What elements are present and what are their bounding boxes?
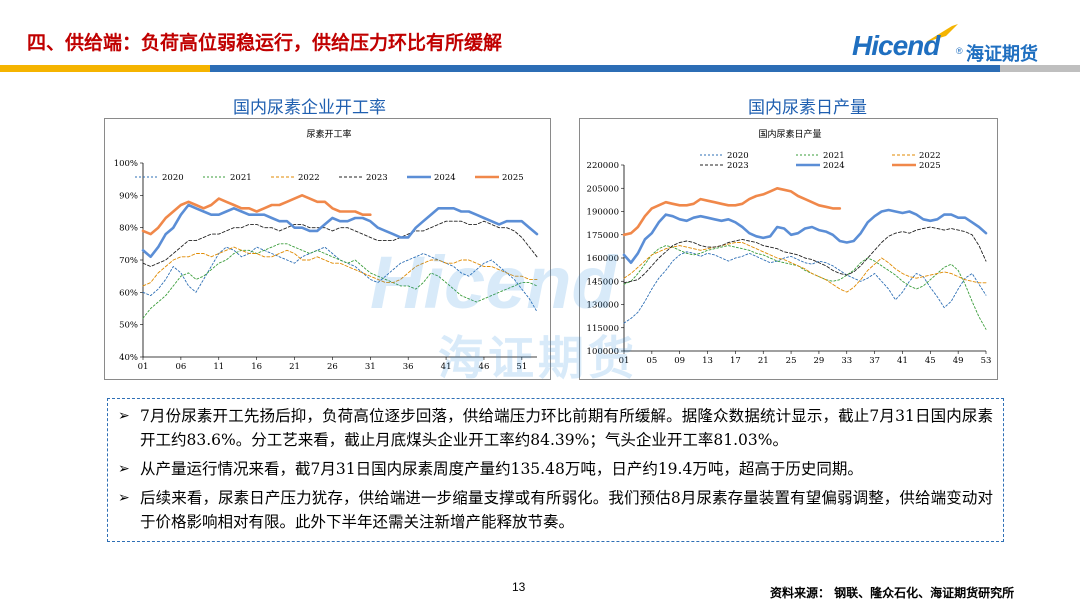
summary-bullet: ➢ 后续来看，尿素日产压力犹存，供给端进一步缩量支撑或有所弱化。我们预估8月尿素… [118,486,993,534]
chart-daily-output: 国内尿素日产量 100000 115000 130000 145000 160000 175… [579,118,998,380]
logo-text: Hicend [852,30,940,61]
x-tick-label: 36 [403,362,414,372]
summary-bullet-text: 后续来看，尿素日产压力犹存，供给端进一步缩量支撑或有所弱化。我们预估8月尿素存量… [140,489,993,531]
legend-label: 2025 [919,161,941,171]
summary-bullet: ➢ 7月份尿素开工先扬后抑，负荷高位逐步回落，供给端压力环比前期有所缓解。据隆众… [118,404,993,452]
y-tick-label: 90% [119,191,138,201]
legend-label: 2025 [502,173,524,183]
x-tick-label: 29 [814,356,825,366]
x-tick-label: 31 [365,362,376,372]
x-tick-label: 25 [786,356,797,366]
x-tick-label: 09 [674,356,685,366]
series-line-2020 [142,246,538,313]
x-tick-label: 46 [479,362,490,372]
chart-operating-rate: 尿素开工率 40% 50% 60% 70% 80% 90% 100% 01 06 11 16 21 26 3… [104,118,551,380]
legend-label: 2022 [298,173,320,183]
x-tick-label: 05 [646,356,657,366]
x-tick-label: 21 [758,356,769,366]
y-tick-label: 40% [119,353,138,363]
header-bar-gray [1000,65,1080,72]
y-tick-label: 220000 [587,161,619,171]
header-bar-yellow [0,65,210,72]
x-tick-label: 51 [516,362,527,372]
y-tick-label: 70% [119,256,138,266]
y-tick-label: 100% [114,159,138,169]
chart-operating-rate-svg: 尿素开工率 40% 50% 60% 70% 80% 90% 100% 01 06 11 16 21 26 3… [114,128,539,372]
x-tick-label: 16 [251,362,262,372]
x-tick-label: 37 [869,356,880,366]
x-tick-label: 26 [327,362,338,372]
y-tick-label: 60% [119,288,138,298]
x-tick-label: 53 [981,356,992,366]
series-line-2021 [142,243,538,319]
x-tick-label: 41 [441,362,452,372]
header-bar-blue [210,65,1000,72]
series-line-2022 [623,242,987,293]
chart-title: 国内尿素日产量 [758,128,821,140]
legend-label: 2021 [230,173,252,183]
y-tick-label: 190000 [587,208,619,218]
x-tick-label: 21 [289,362,300,372]
y-tick-label: 50% [119,321,138,331]
summary-bullet-text: 7月份尿素开工先扬后抑，负荷高位逐步回落，供给端压力环比前期有所缓解。据隆众数据… [140,407,993,449]
x-tick-label: 49 [953,356,964,366]
summary-bullet: ➢ 从产量运行情况来看，截7月31日国内尿素周度产量约135.48万吨，日产约1… [118,457,993,481]
legend-label: 2023 [727,161,749,171]
x-tick-label: 13 [702,356,713,366]
y-tick-label: 80% [119,224,138,234]
series-line-2024 [622,208,988,264]
logo-chinese-name: 海证期货 [966,44,1038,65]
company-logo: Hicend ® 海证期货 [852,24,1052,68]
series-line-2022 [142,246,538,287]
series-line-2021 [623,245,987,330]
summary-bullet-text: 从产量运行情况来看，截7月31日国内尿素周度产量约135.48万吨，日产约19.… [140,460,863,478]
summary-box: ➢ 7月份尿素开工先扬后抑，负荷高位逐步回落，供给端压力环比前期有所缓解。据隆众… [107,398,1004,542]
chart-title: 尿素开工率 [306,128,351,140]
series-line-2023 [142,220,538,267]
y-tick-label: 115000 [587,324,619,334]
page-number: 13 [512,580,526,594]
legend-label: 2021 [823,151,845,161]
x-tick-label: 41 [897,356,908,366]
source-note: 资料来源： 钢联、隆众石化、海证期货研究所 [770,586,1015,600]
bullet-arrow-icon: ➢ [118,461,130,477]
series-line-2025 [141,194,372,236]
page-title: 四、供给端：负荷高位弱稳运行，供给压力环比有所缓解 [27,32,503,54]
series-line-2020 [623,251,987,324]
bullet-arrow-icon: ➢ [118,490,130,506]
series-line-2023 [623,226,987,284]
x-tick-label: 33 [841,356,852,366]
legend-label: 2020 [727,151,749,161]
y-tick-label: 205000 [587,184,619,194]
y-tick-label: 145000 [587,277,619,287]
chart-daily-output-svg: 国内尿素日产量100000115000130000145000160000175… [587,128,992,366]
y-tick-label: 130000 [587,301,619,311]
x-tick-label: 01 [138,362,149,372]
series-line-2025 [622,187,842,237]
legend-label: 2022 [919,151,941,161]
y-tick-label: 175000 [587,231,619,241]
x-tick-label: 06 [175,362,186,372]
logo-registered-mark: ® [956,46,963,56]
legend-label: 2020 [162,173,184,183]
header-divider-bar [0,65,1080,72]
y-tick-label: 100000 [587,347,619,357]
logo-wing-icon [926,24,958,42]
x-tick-label: 45 [925,356,936,366]
bullet-arrow-icon: ➢ [118,408,130,424]
legend-label: 2023 [366,173,388,183]
y-tick-label: 160000 [587,254,619,264]
chart-caption-operating-rate: 国内尿素企业开工率 [233,98,386,118]
x-tick-label: 01 [619,356,630,366]
series-line-2024 [141,203,539,259]
legend-label: 2024 [434,173,456,183]
legend-label: 2024 [823,161,845,171]
chart-caption-daily-output: 国内尿素日产量 [748,98,867,118]
x-tick-label: 11 [213,362,224,372]
x-tick-label: 17 [730,356,741,366]
